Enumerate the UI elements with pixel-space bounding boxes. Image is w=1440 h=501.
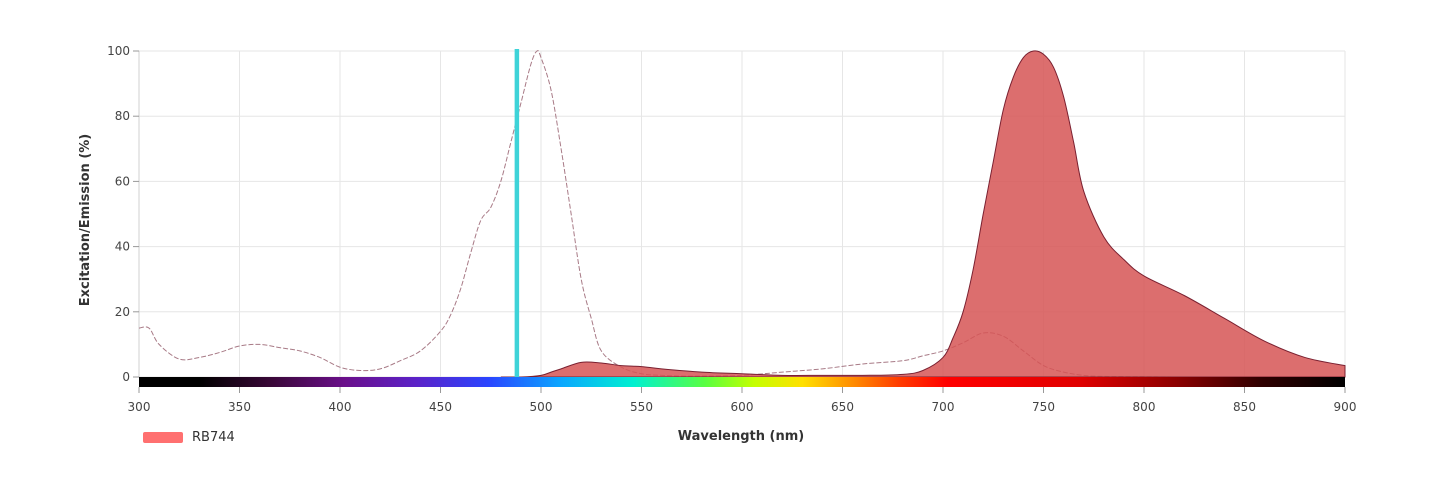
x-tick-label: 800: [1133, 400, 1156, 414]
x-tick-label: 450: [429, 400, 452, 414]
legend-label-rb744: RB744: [192, 430, 235, 445]
y-tick-label: 100: [107, 44, 130, 58]
spectrum-bar: [139, 377, 1345, 387]
x-tick-label: 400: [329, 400, 352, 414]
y-tick-label: 40: [115, 240, 130, 254]
legend: RB744: [143, 430, 235, 445]
x-tick-label: 600: [731, 400, 754, 414]
x-tick-label: 850: [1233, 400, 1256, 414]
x-tick-label: 550: [630, 400, 653, 414]
x-axis-title: Wavelength (nm): [678, 429, 804, 444]
x-tick-label: 750: [1032, 400, 1055, 414]
emission-area: [500, 50, 1346, 378]
x-axis-ticks: 300 350 400 450 500 550 600 650 700 750 800 850 900: [128, 387, 1357, 414]
x-tick-label: 650: [831, 400, 854, 414]
y-axis-title: Excitation/Emission (%): [78, 134, 93, 306]
y-tick-label: 20: [115, 305, 130, 319]
y-tick-label: 80: [115, 109, 130, 123]
y-tick-label: 0: [122, 370, 130, 384]
x-tick-label: 900: [1334, 400, 1357, 414]
legend-swatch: [143, 432, 183, 443]
y-tick-label: 60: [115, 174, 130, 188]
x-tick-label: 700: [932, 400, 955, 414]
x-tick-label: 350: [228, 400, 251, 414]
x-tick-label: 300: [128, 400, 151, 414]
x-tick-label: 500: [530, 400, 553, 414]
y-axis-ticks: 0 20 40 60 80 100: [107, 44, 139, 384]
